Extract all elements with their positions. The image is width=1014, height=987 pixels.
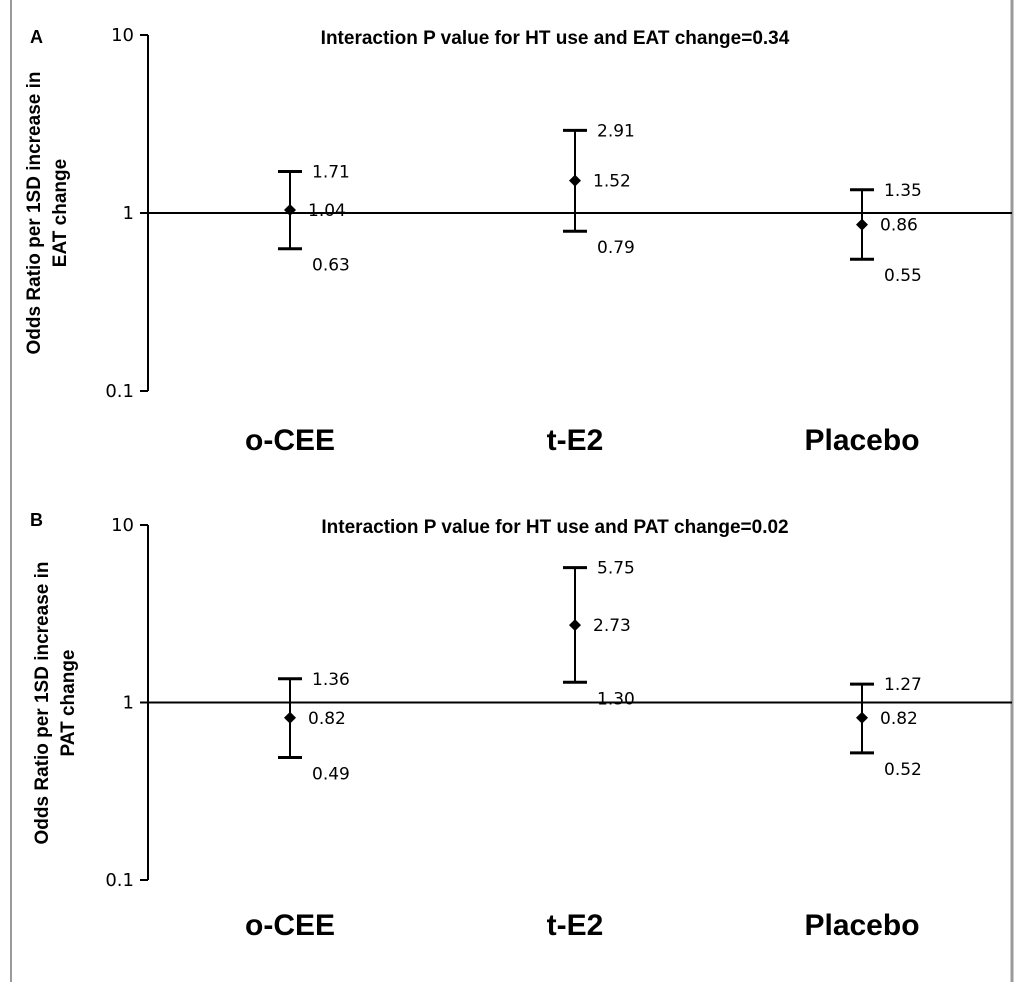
odds-ratio-label: 0.82 (308, 709, 346, 729)
y-axis-label: Odds Ratio per 1SD increase in (32, 562, 53, 845)
lower-ci-label: 0.52 (884, 760, 922, 780)
point-marker (284, 203, 296, 216)
point-marker (856, 711, 868, 724)
x-category-label: Placebo (804, 424, 919, 457)
x-category-label: o-CEE (245, 909, 335, 942)
upper-ci-label: 1.35 (884, 181, 922, 201)
chart-title: Interaction P value for HT use and EAT c… (321, 28, 790, 49)
x-category-label: Placebo (804, 909, 919, 942)
panel-a: A Interaction P value for HT use and EAT … (24, 25, 1012, 457)
data-point-group: 1.27 0.82 0.52 (850, 675, 922, 780)
y-tick-label: 10 (111, 515, 134, 536)
y-axis-label-line2: PAT change (58, 650, 79, 757)
y-tick-label: 0.1 (105, 870, 134, 891)
upper-ci-label: 1.36 (312, 670, 350, 690)
lower-ci-label: 0.49 (312, 764, 350, 784)
lower-ci-label: 0.63 (312, 256, 350, 276)
x-category-label: t-E2 (547, 909, 604, 942)
upper-ci-label: 1.71 (312, 163, 350, 183)
upper-ci-label: 5.75 (597, 559, 635, 579)
odds-ratio-label: 1.52 (593, 172, 631, 192)
y-tick-label: 1 (123, 203, 134, 224)
data-point-group: 1.36 0.82 0.49 (278, 670, 350, 784)
x-category-label: o-CEE (245, 424, 335, 457)
y-tick-label: 0.1 (105, 381, 134, 402)
lower-ci-label: 0.55 (884, 266, 922, 286)
y-tick-label: 10 (111, 25, 134, 46)
x-category-label: t-E2 (547, 424, 604, 457)
upper-ci-label: 1.27 (884, 675, 922, 695)
lower-ci-label: 1.30 (597, 689, 635, 709)
panel-label: A (30, 27, 43, 47)
point-marker (569, 619, 581, 632)
y-axis-label-line2: EAT change (50, 159, 71, 267)
data-point-group: 5.75 2.73 1.30 (563, 559, 635, 709)
y-axis-label: Odds Ratio per 1SD increase in (24, 72, 45, 355)
odds-ratio-label: 1.04 (308, 201, 346, 221)
odds-ratio-label: 0.82 (880, 709, 918, 729)
point-marker (856, 218, 868, 231)
y-tick-label: 1 (123, 693, 134, 714)
data-point-group: 1.35 0.86 0.55 (850, 181, 922, 286)
panel-b: B Interaction P value for HT use and PAT … (30, 510, 1012, 942)
point-marker (284, 711, 296, 724)
data-point-group: 2.91 1.52 0.79 (563, 121, 635, 258)
panel-label: B (30, 510, 43, 530)
odds-ratio-label: 0.86 (880, 216, 918, 236)
upper-ci-label: 2.91 (597, 121, 635, 141)
lower-ci-label: 0.79 (597, 238, 635, 258)
data-point-group: 1.71 1.04 0.63 (278, 163, 350, 276)
point-marker (569, 174, 581, 187)
chart-title: Interaction P value for HT use and PAT c… (321, 517, 788, 538)
odds-ratio-label: 2.73 (593, 616, 631, 636)
